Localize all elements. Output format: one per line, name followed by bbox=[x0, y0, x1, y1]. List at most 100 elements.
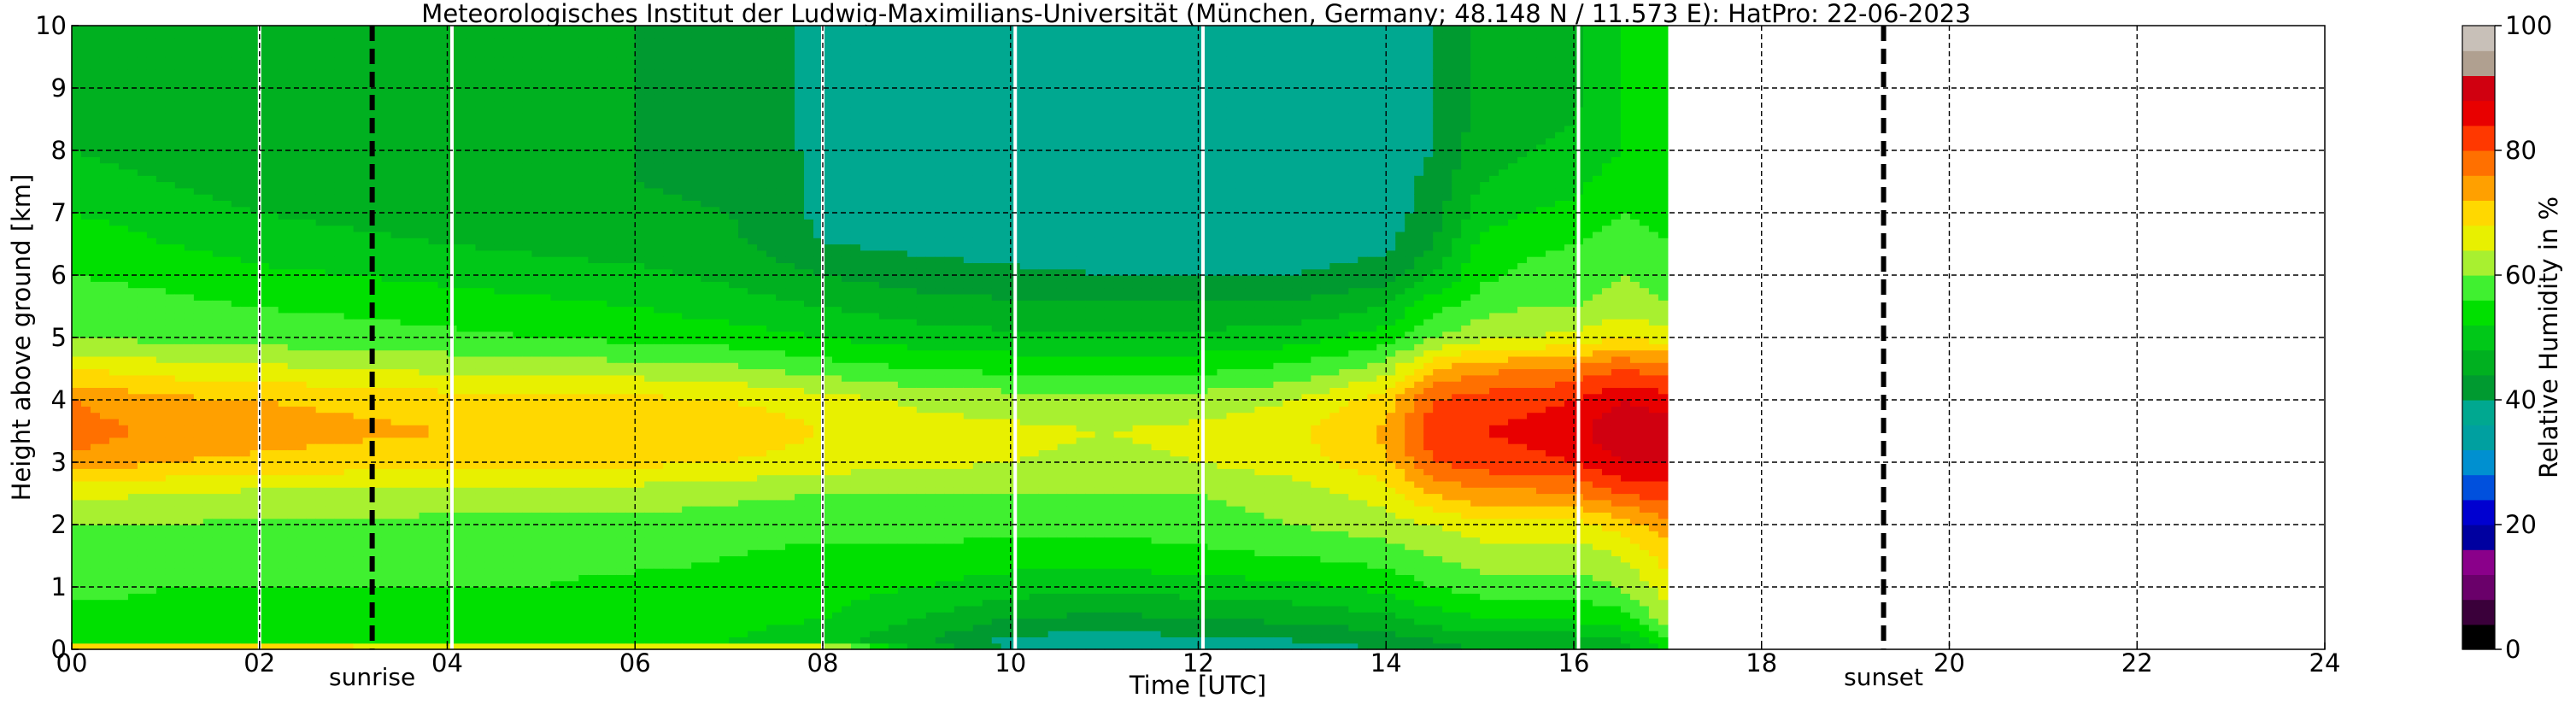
heatmap-cell bbox=[90, 480, 101, 488]
heatmap-cell bbox=[494, 374, 505, 382]
heatmap-cell bbox=[409, 26, 420, 32]
heatmap-cell bbox=[231, 325, 242, 332]
heatmap-cell bbox=[296, 125, 308, 132]
heatmap-cell bbox=[466, 599, 477, 607]
heatmap-cell bbox=[240, 455, 251, 463]
heatmap-cell bbox=[212, 88, 223, 95]
heatmap-cell bbox=[503, 238, 514, 245]
heatmap-cell bbox=[437, 355, 449, 363]
heatmap-cell bbox=[202, 418, 214, 425]
heatmap-cell bbox=[155, 50, 167, 58]
heatmap-cell bbox=[372, 325, 383, 332]
heatmap-cell bbox=[174, 612, 185, 619]
heatmap-cell bbox=[193, 287, 204, 295]
heatmap-cell bbox=[390, 400, 402, 407]
heatmap-cell bbox=[325, 187, 336, 195]
heatmap-cell bbox=[212, 587, 223, 594]
heatmap-cell bbox=[146, 262, 157, 270]
heatmap-cell bbox=[315, 69, 326, 76]
heatmap-cell bbox=[99, 50, 110, 58]
heatmap-cell bbox=[315, 637, 326, 644]
heatmap-cell bbox=[99, 206, 110, 214]
heatmap-cell bbox=[146, 106, 157, 114]
heatmap-cell bbox=[381, 325, 392, 332]
heatmap-cell bbox=[231, 506, 242, 513]
heatmap-cell bbox=[437, 393, 449, 401]
heatmap-cell bbox=[221, 38, 232, 45]
heatmap-cell bbox=[466, 312, 477, 320]
heatmap-cell bbox=[503, 200, 514, 208]
heatmap-cell bbox=[315, 549, 326, 557]
heatmap-cell bbox=[137, 319, 148, 326]
heatmap-cell bbox=[193, 32, 204, 39]
heatmap-cell bbox=[315, 374, 326, 382]
heatmap-cell bbox=[390, 642, 402, 650]
heatmap-cell bbox=[259, 543, 270, 550]
heatmap-cell bbox=[400, 44, 411, 51]
heatmap-cell bbox=[390, 425, 402, 432]
heatmap-cell bbox=[259, 537, 270, 544]
heatmap-cell bbox=[503, 132, 514, 138]
heatmap-cell bbox=[343, 200, 355, 208]
heatmap-cell bbox=[343, 455, 355, 463]
heatmap-cell bbox=[72, 387, 82, 395]
heatmap-cell bbox=[400, 75, 411, 83]
heatmap-cell bbox=[202, 400, 214, 407]
heatmap-cell bbox=[428, 275, 439, 282]
heatmap-cell bbox=[296, 100, 308, 108]
heatmap-cell bbox=[409, 449, 420, 457]
heatmap-cell bbox=[146, 94, 157, 102]
heatmap-cell bbox=[315, 106, 326, 114]
heatmap-cell bbox=[494, 331, 505, 338]
heatmap-cell bbox=[184, 175, 195, 183]
heatmap-cell bbox=[287, 325, 298, 332]
heatmap-cell bbox=[174, 343, 185, 351]
heatmap-cell bbox=[381, 32, 392, 39]
heatmap-cell bbox=[306, 412, 317, 419]
heatmap-cell bbox=[428, 337, 439, 344]
heatmap-cell bbox=[513, 150, 523, 157]
heatmap-cell bbox=[184, 561, 195, 569]
heatmap-cell bbox=[278, 319, 289, 326]
heatmap-cell bbox=[400, 593, 411, 601]
heatmap-cell bbox=[503, 612, 514, 619]
heatmap-cell bbox=[343, 106, 355, 114]
heatmap-cell bbox=[146, 605, 157, 613]
heatmap-cell bbox=[531, 125, 542, 132]
heatmap-cell bbox=[231, 587, 242, 594]
heatmap-cell bbox=[296, 219, 308, 226]
heatmap-cell bbox=[475, 443, 486, 450]
heatmap-cell bbox=[90, 50, 101, 58]
heatmap-cell bbox=[522, 393, 532, 401]
heatmap-cell bbox=[127, 200, 138, 208]
heatmap-cell bbox=[174, 631, 185, 637]
heatmap-cell bbox=[334, 561, 345, 569]
heatmap-cell bbox=[174, 543, 185, 550]
heatmap-cell bbox=[381, 150, 392, 157]
heatmap-cell bbox=[362, 94, 373, 102]
heatmap-cell bbox=[174, 219, 185, 226]
heatmap-cell bbox=[531, 549, 542, 557]
heatmap-cell bbox=[494, 518, 505, 525]
heatmap-cell bbox=[362, 631, 373, 637]
heatmap-cell bbox=[99, 549, 110, 557]
heatmap-cell bbox=[522, 568, 532, 575]
heatmap-cell bbox=[484, 156, 496, 164]
heatmap-cell bbox=[503, 512, 514, 519]
heatmap-cell bbox=[419, 225, 430, 232]
heatmap-cell bbox=[494, 219, 505, 226]
heatmap-cell bbox=[80, 119, 91, 126]
heatmap-cell bbox=[212, 493, 223, 501]
heatmap-cell bbox=[296, 425, 308, 432]
heatmap-cell bbox=[381, 300, 392, 308]
heatmap-cell bbox=[419, 537, 430, 544]
heatmap-cell bbox=[80, 44, 91, 51]
heatmap-cell bbox=[193, 418, 204, 425]
heatmap-cell bbox=[409, 300, 420, 308]
heatmap-cell bbox=[315, 238, 326, 245]
heatmap-cell bbox=[513, 400, 523, 407]
heatmap-cell bbox=[513, 431, 523, 438]
heatmap-cell bbox=[494, 213, 505, 220]
heatmap-cell bbox=[231, 213, 242, 220]
heatmap-cell bbox=[362, 561, 373, 569]
